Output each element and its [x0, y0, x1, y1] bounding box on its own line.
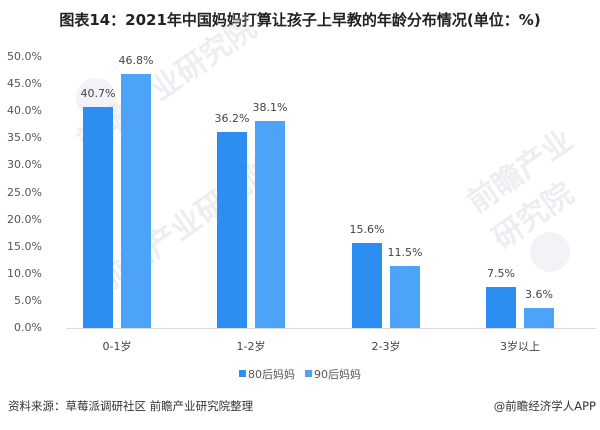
y-tick-label: 0.0% — [14, 321, 42, 334]
y-tick-label: 25.0% — [7, 185, 42, 199]
x-category-label: 3岁以上 — [500, 340, 540, 353]
y-tick-label: 10.0% — [7, 266, 42, 280]
source-note: 资料来源：草莓派调研社区 前瞻产业研究院整理 — [8, 399, 254, 413]
legend-label: 80后妈妈 — [248, 368, 295, 381]
bar-80s — [217, 131, 247, 328]
bar-80s — [352, 243, 382, 328]
bar-90s — [121, 74, 151, 328]
bar-80s — [486, 287, 516, 328]
watermark-logo-icon — [530, 232, 570, 272]
bar-80s — [83, 107, 113, 328]
y-tick-label: 50.0% — [7, 50, 42, 63]
y-tick-label: 40.0% — [7, 104, 42, 118]
legend-item: 90后妈妈 — [305, 366, 361, 382]
x-category-label: 2-3岁 — [371, 340, 401, 353]
legend: 80后妈妈 90后妈妈 — [0, 366, 600, 382]
footer: 资料来源：草莓派调研社区 前瞻产业研究院整理 @前瞻经济学人APP — [8, 398, 596, 414]
y-tick-label: 15.0% — [7, 239, 42, 253]
chart-title: 图表14：2021年中国妈妈打算让孩子上早教的年龄分布情况(单位：%) — [59, 11, 541, 29]
data-label: 40.7% — [80, 87, 116, 101]
data-label: 46.8% — [118, 54, 154, 68]
data-label: 36.2% — [214, 111, 250, 125]
legend-swatch-icon — [305, 370, 312, 377]
credit-note: @前瞻经济学人APP — [493, 399, 596, 413]
x-category-label: 1-2岁 — [236, 340, 266, 353]
data-label: 38.1% — [252, 101, 288, 115]
y-tick-label: 20.0% — [7, 212, 42, 226]
bar-90s — [390, 265, 420, 328]
data-label: 7.5% — [487, 267, 515, 281]
x-axis-line — [66, 328, 596, 329]
bar-90s — [255, 121, 285, 328]
x-category-label: 0-1岁 — [102, 340, 132, 353]
watermark: 前瞻产业研究院 — [461, 122, 581, 257]
legend-item: 80后妈妈 — [239, 366, 295, 382]
legend-swatch-icon — [239, 370, 246, 377]
y-tick-label: 35.0% — [7, 131, 42, 145]
y-tick-label: 45.0% — [7, 77, 42, 91]
data-label: 3.6% — [525, 288, 553, 302]
data-label: 15.6% — [349, 223, 385, 237]
y-tick-label: 5.0% — [14, 293, 42, 307]
data-label: 11.5% — [387, 245, 423, 259]
bar-90s — [524, 308, 554, 328]
y-tick-label: 30.0% — [7, 158, 42, 172]
legend-label: 90后妈妈 — [314, 368, 361, 381]
